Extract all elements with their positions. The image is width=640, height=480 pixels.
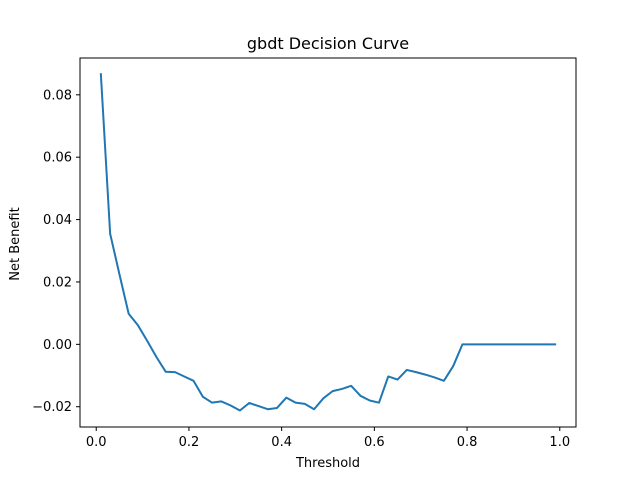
y-tick-label: −0.02	[32, 400, 72, 415]
y-tick-label: 0.04	[43, 213, 72, 228]
x-axis-ticks: 0.0 0.2 0.4 0.6 0.8 1.0	[86, 427, 570, 450]
plot-area	[79, 57, 577, 428]
x-tick-label: 0.6	[364, 435, 385, 450]
y-axis-ticks: −0.02 0.00 0.02 0.04 0.06 0.08	[32, 88, 80, 415]
y-tick-label: 0.08	[43, 88, 72, 103]
y-tick-label: 0.00	[43, 338, 72, 353]
x-tick-label: 0.4	[271, 435, 292, 450]
axes-frame	[79, 57, 577, 428]
x-axis-label: Threshold	[295, 456, 360, 471]
y-tick-label: 0.02	[43, 275, 72, 290]
x-tick-label: 0.0	[86, 435, 107, 450]
x-tick-label: 0.2	[179, 435, 200, 450]
x-tick-label: 0.8	[457, 435, 478, 450]
plot-background	[80, 58, 576, 427]
y-tick-label: 0.06	[43, 151, 72, 166]
chart-title: gbdt Decision Curve	[247, 34, 409, 53]
y-axis-label: Net Benefit	[8, 207, 23, 280]
x-tick-label: 1.0	[549, 435, 570, 450]
series-line-0	[99, 73, 557, 412]
